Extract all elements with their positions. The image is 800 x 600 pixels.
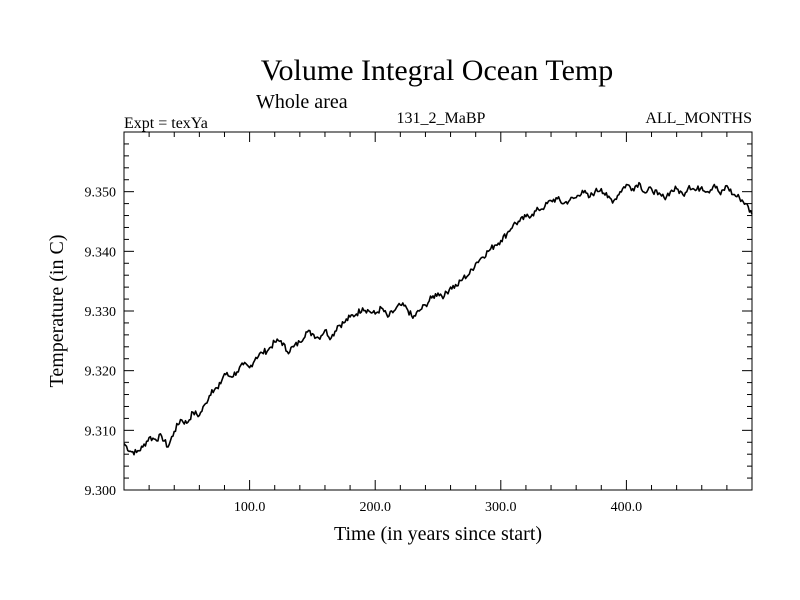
y-tick-label: 9.310 <box>85 424 117 439</box>
experiment-label: Expt = texYa <box>124 115 208 132</box>
temperature-series-line <box>123 181 753 456</box>
x-tick-label: 300.0 <box>485 500 517 515</box>
x-axis-label: Time (in years since start) <box>334 523 542 545</box>
y-tick-label: 9.320 <box>85 365 117 380</box>
period-label: 131_2_MaBP <box>397 110 486 127</box>
y-axis-ticks <box>124 131 752 491</box>
y-tick-label: 9.350 <box>85 186 117 201</box>
x-tick-label: 100.0 <box>234 500 266 515</box>
y-tick-label: 9.340 <box>85 245 117 260</box>
x-axis-tick-labels: 100.0 200.0 300.0 400.0 <box>234 500 642 515</box>
y-tick-label: 9.300 <box>85 484 117 499</box>
plot-frame <box>123 131 753 491</box>
x-tick-label: 400.0 <box>611 500 643 515</box>
months-label: ALL_MONTHS <box>645 110 752 127</box>
chart-subtitle: Whole area <box>256 91 348 113</box>
y-tick-label: 9.330 <box>85 305 117 320</box>
x-tick-label: 200.0 <box>359 500 391 515</box>
chart-title: Volume Integral Ocean Temp <box>261 54 614 87</box>
y-axis-tick-labels: 9.300 9.310 9.320 9.330 9.340 9.350 <box>85 186 117 499</box>
y-axis-label: Temperature (in C) <box>46 235 68 388</box>
x-axis-ticks <box>123 132 753 490</box>
